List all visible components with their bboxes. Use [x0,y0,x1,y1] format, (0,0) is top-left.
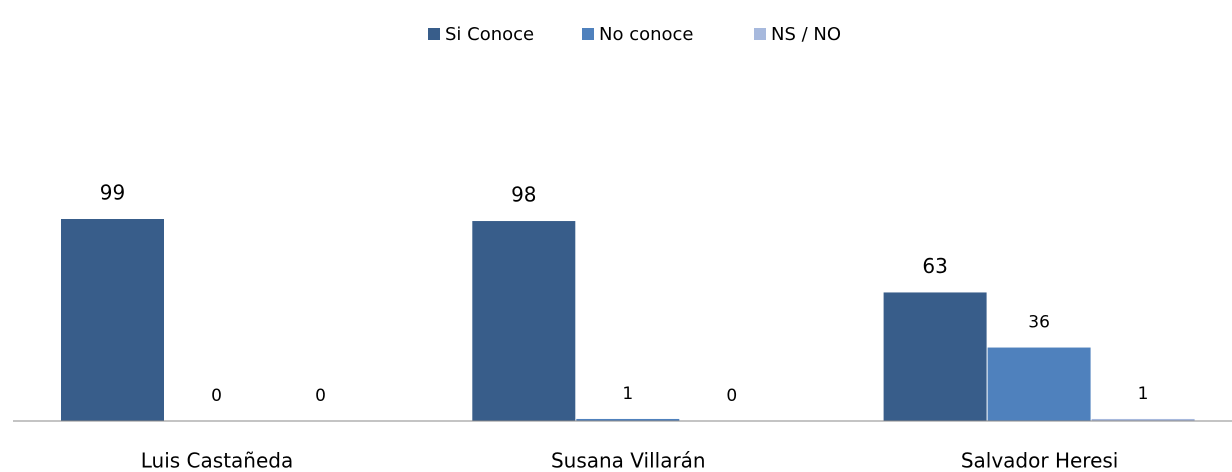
bar [61,219,164,421]
legend-label: Si Conoce [445,24,534,45]
legend-swatch [582,28,594,40]
data-label: 63 [922,254,947,278]
data-label: 98 [511,183,536,207]
data-label: 99 [100,181,125,205]
data-label: 1 [1138,384,1149,404]
bar [576,418,680,421]
x-tick-label: Susana Villarán [551,449,706,472]
bar [1091,418,1195,421]
data-label: 36 [1028,313,1050,333]
bar [472,221,576,421]
data-label: 0 [315,386,326,406]
x-tick-label: Luis Castañeda [141,449,293,472]
bar [987,347,1091,421]
legend-swatch [428,28,440,40]
x-tick-label: Salvador Heresi [961,449,1119,472]
legend-swatch [754,28,766,40]
data-label: 0 [211,386,222,406]
data-label: 1 [622,384,633,404]
legend-label: No conoce [599,24,694,45]
legend-label: NS / NO [771,24,841,45]
bar [883,292,987,421]
data-label: 0 [726,386,737,406]
